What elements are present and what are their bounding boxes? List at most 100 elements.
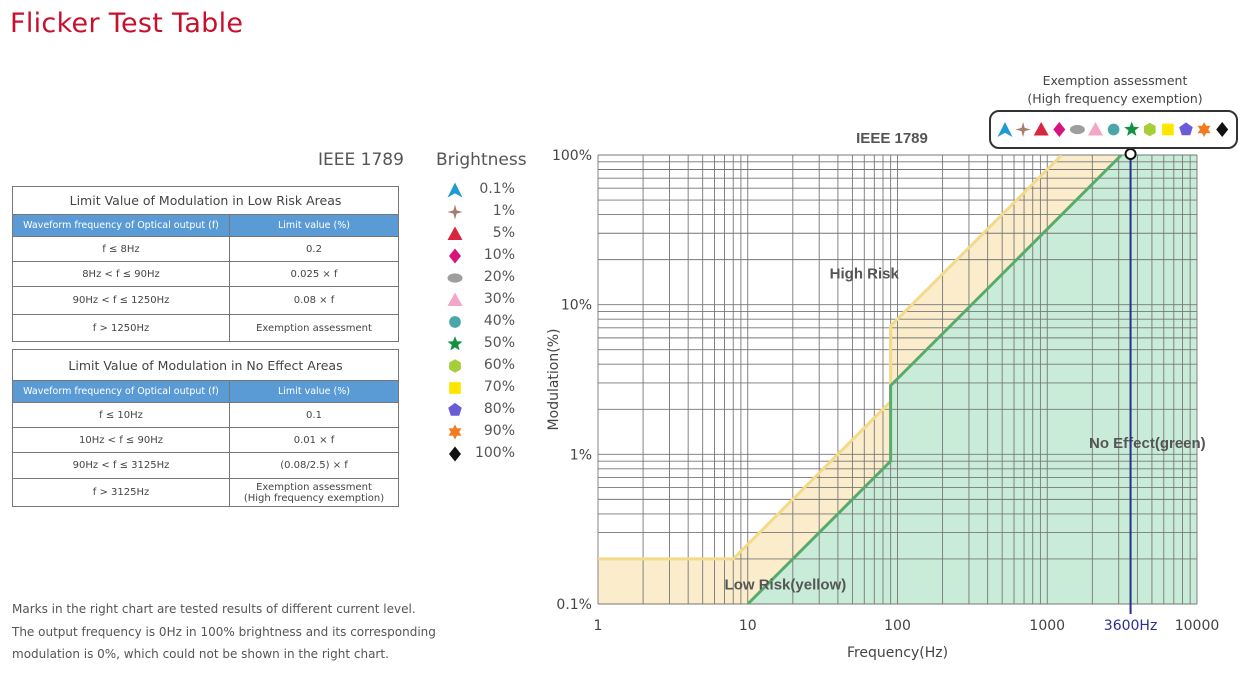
diamond-icon <box>1053 122 1066 137</box>
legend-item: 60% <box>445 356 525 376</box>
table-cell: 0.2 <box>229 236 399 262</box>
standard-label: IEEE 1789 <box>318 150 404 170</box>
legend-item: 80% <box>445 400 525 420</box>
legend-label: 60% <box>483 357 515 373</box>
star6-icon <box>1197 122 1211 137</box>
triangle-icon <box>1033 122 1049 136</box>
legend-marker <box>449 359 461 373</box>
table-cell: f > 1250Hz <box>12 314 230 342</box>
square-icon <box>449 382 461 394</box>
table-header: Limit value (%) <box>229 380 399 403</box>
legend-item: 20% <box>445 268 525 288</box>
x-tick-label: 10 <box>739 618 757 634</box>
legend-marker <box>449 446 461 462</box>
legend-marker <box>449 316 461 328</box>
legend-marker <box>447 273 463 283</box>
ellipse-icon <box>1069 124 1085 135</box>
table-cell: 8Hz < f ≤ 90Hz <box>12 261 230 287</box>
legend-item: 5% <box>445 224 525 244</box>
legend-label: 30% <box>483 291 515 307</box>
y-tick-label: 10% <box>561 298 592 314</box>
no-effect-label: No Effect(green) <box>1089 435 1206 452</box>
tri-arrow-icon <box>447 182 463 198</box>
circle-icon <box>449 316 461 328</box>
legend-marker <box>447 204 463 220</box>
tri-arrow-icon <box>997 122 1013 137</box>
table-cell: Exemption assessment <box>229 314 399 342</box>
x-tick-label: 1000 <box>1029 618 1065 634</box>
y-axis-label: Modulation(%) <box>546 329 562 431</box>
legend-label: 1% <box>492 203 515 219</box>
circle-icon <box>1107 123 1120 136</box>
diamond-icon <box>449 248 461 264</box>
table-cell: 10Hz < f ≤ 90Hz <box>12 427 230 453</box>
frequency-marker-dot <box>1124 148 1137 160</box>
star4-icon <box>447 204 463 220</box>
legend-label: 0.1% <box>479 181 515 197</box>
marker-label: 3600Hz <box>1104 618 1158 634</box>
legend-item: 0.1% <box>445 180 525 200</box>
legend-item: 90% <box>445 422 525 442</box>
legend-item: 10% <box>445 246 525 266</box>
table-row: f > 3125Hz Exemption assessment (High fr… <box>12 478 399 507</box>
y-tick-label: 1% <box>570 447 592 463</box>
star5-icon <box>447 336 463 351</box>
legend-marker <box>447 226 463 240</box>
legend-marker <box>449 248 461 264</box>
y-tick-label: 0.1% <box>556 597 592 613</box>
pentagon-icon <box>1179 122 1193 136</box>
table-row: 90Hz < f ≤ 1250Hz 0.08 × f <box>12 286 399 315</box>
triangle-icon <box>1088 122 1103 136</box>
diamond-icon <box>449 446 461 462</box>
chart-title: IEEE 1789 <box>856 130 928 147</box>
table-row: 90Hz < f ≤ 3125Hz (0.08/2.5) × f <box>12 452 399 479</box>
legend-title: Brightness <box>436 150 527 170</box>
table-row: 8Hz < f ≤ 90Hz 0.025 × f <box>12 261 399 287</box>
table-cell: 0.025 × f <box>229 261 399 287</box>
legend-marker <box>449 382 461 394</box>
table-cell-line: (High frequency exemption) <box>243 492 385 504</box>
no-effect-limit-line <box>746 155 1123 604</box>
table-row: f > 1250Hz Exemption assessment <box>12 314 399 342</box>
legend-marker <box>448 402 462 416</box>
table-cell: 90Hz < f ≤ 3125Hz <box>12 452 230 479</box>
table-cell-line: Exemption assessment <box>256 481 372 493</box>
y-tick-label: 100% <box>552 148 592 164</box>
legend-label: 80% <box>483 401 515 417</box>
table-cell: 90Hz < f ≤ 1250Hz <box>12 286 230 315</box>
table-caption: Limit Value of Modulation in Low Risk Ar… <box>12 186 399 215</box>
legend-label: 100% <box>474 445 515 461</box>
legend-item: 50% <box>445 334 525 354</box>
legend-marker <box>448 424 462 440</box>
legend-label: 5% <box>492 225 515 241</box>
note-line: Marks in the right chart are tested resu… <box>12 602 416 616</box>
note-line: modulation is 0%, which could not be sho… <box>12 647 389 661</box>
legend-marker <box>447 292 463 306</box>
star6-icon <box>448 424 462 440</box>
table-cell: f > 3125Hz <box>12 478 230 507</box>
low-risk-table: Limit Value of Modulation in Low Risk Ar… <box>12 186 399 342</box>
legend-label: 10% <box>483 247 515 263</box>
x-tick-label: 100 <box>884 618 911 634</box>
page-title: Flicker Test Table <box>10 8 244 39</box>
star4-icon <box>1015 122 1031 137</box>
table-header: Waveform frequency of Optical output (f) <box>12 214 230 237</box>
triangle-icon <box>447 292 463 306</box>
table-row: f ≤ 10Hz 0.1 <box>12 402 399 428</box>
table-cell: 0.1 <box>229 402 399 428</box>
x-axis-label: Frequency(Hz) <box>847 645 948 661</box>
legend-item: 1% <box>445 202 525 222</box>
high-risk-label: High Risk <box>830 265 900 282</box>
legend-label: 70% <box>483 379 515 395</box>
hexagon-icon <box>449 359 461 373</box>
hexagon-icon <box>1143 122 1156 137</box>
ellipse-icon <box>447 273 463 283</box>
exemption-title: (High frequency exemption) <box>1027 91 1202 106</box>
star5-icon <box>1124 121 1140 136</box>
triangle-icon <box>447 226 463 240</box>
note-line: The output frequency is 0Hz in 100% brig… <box>12 624 436 639</box>
notes: Marks in the right chart are tested resu… <box>12 598 436 666</box>
legend-label: 40% <box>483 313 515 329</box>
low-risk-label: Low Risk(yellow) <box>725 576 847 593</box>
